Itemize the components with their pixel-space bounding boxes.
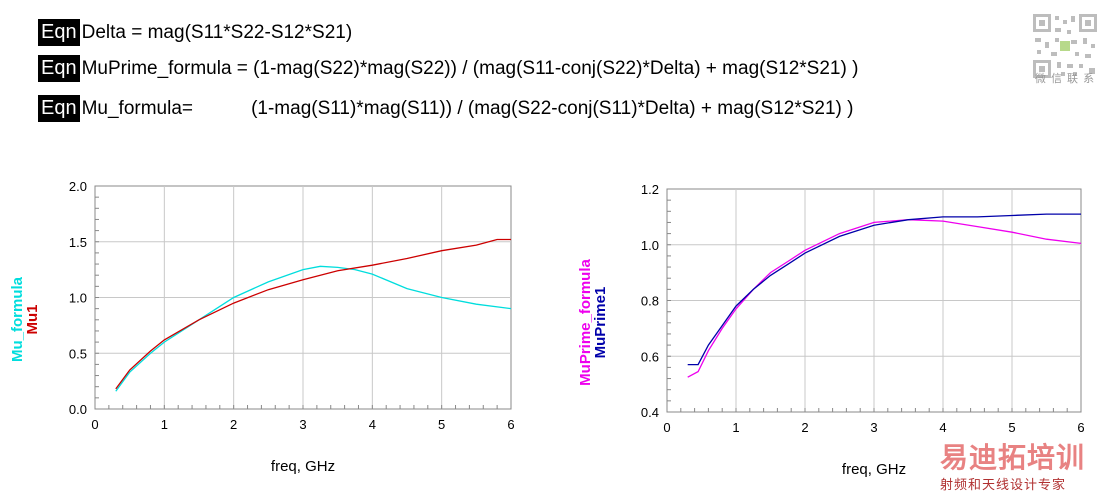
legend-label: MuPrime_formula: [577, 258, 594, 385]
x-tick-label: 0: [663, 420, 670, 435]
qr-caption: 微 信 联 系: [1034, 73, 1096, 85]
legend-label: Mu_formula: [9, 276, 26, 362]
x-axis-label: freq, GHz: [271, 458, 335, 475]
y-tick-label: 0.6: [641, 349, 659, 364]
x-tick-label: 1: [732, 420, 739, 435]
legend-label: Mu1: [24, 305, 41, 335]
series-line-mu1: [115, 238, 511, 390]
x-tick-label: 6: [1077, 420, 1084, 435]
x-tick-label: 2: [230, 417, 237, 432]
x-tick-label: 0: [91, 417, 98, 432]
x-tick-label: 1: [161, 417, 168, 432]
eqn-tag: Eqn: [38, 19, 80, 46]
equation-text: Delta = mag(S11*S22-S12*S21): [81, 21, 353, 43]
y-tick-label: 0.8: [641, 294, 659, 309]
eqn-tag: Eqn: [38, 95, 80, 122]
series-line-muprime-formula: [687, 219, 1082, 378]
equation-mu: Eqn Mu_formula= (1-mag(S11)*mag(S11)) / …: [38, 94, 854, 123]
x-tick-label: 6: [507, 417, 514, 432]
y-tick-label: 0.4: [641, 405, 659, 420]
x-tick-label: 4: [369, 417, 376, 432]
qr-code-icon: [1031, 12, 1099, 80]
x-tick-label: 3: [299, 417, 306, 432]
y-tick-label: 1.5: [69, 235, 87, 250]
equation-delta: Eqn Delta = mag(S11*S22-S12*S21): [38, 18, 352, 47]
y-tick-label: 2.0: [69, 179, 87, 194]
brand-watermark: 易迪拓培训 射频和天线设计专家: [940, 436, 1100, 493]
y-tick-label: 0.5: [69, 346, 87, 361]
x-axis-label: freq, GHz: [842, 461, 906, 478]
series-line-muprime1: [687, 213, 1081, 366]
x-tick-label: 5: [1008, 420, 1015, 435]
legend-label: MuPrime1: [592, 287, 609, 359]
brand-name: 易迪拓培训: [940, 442, 1086, 473]
equation-text: Mu_formula= (1-mag(S11)*mag(S11)) / (mag…: [81, 97, 854, 119]
equation-text: MuPrime_formula = (1-mag(S22)*mag(S22)) …: [81, 57, 859, 79]
y-tick-label: 1.0: [69, 291, 87, 306]
equation-muprime: Eqn MuPrime_formula = (1-mag(S22)*mag(S2…: [38, 54, 858, 83]
brand-tagline: 射频和天线设计专家: [940, 477, 1067, 492]
muprime-chart: 0 1 2 3 4 5 6 0.4 0.6 0.8 1.0 1.2 freq, GHz MuPrime_f…: [577, 182, 1085, 478]
x-tick-label: 5: [438, 417, 445, 432]
x-tick-label: 3: [870, 420, 877, 435]
y-tick-label: 1.2: [641, 182, 659, 197]
mu-chart: 0 1 2 3 4 5 6 0.0 0.5 1.0 1.5 2.0 freq, GHz Mu_formul…: [9, 179, 515, 475]
x-tick-label: 2: [801, 420, 808, 435]
eqn-tag: Eqn: [38, 55, 80, 82]
y-tick-label: 0.0: [69, 402, 87, 417]
y-tick-label: 1.0: [641, 238, 659, 253]
x-tick-label: 4: [939, 420, 946, 435]
series-line-mu-formula: [115, 265, 512, 392]
